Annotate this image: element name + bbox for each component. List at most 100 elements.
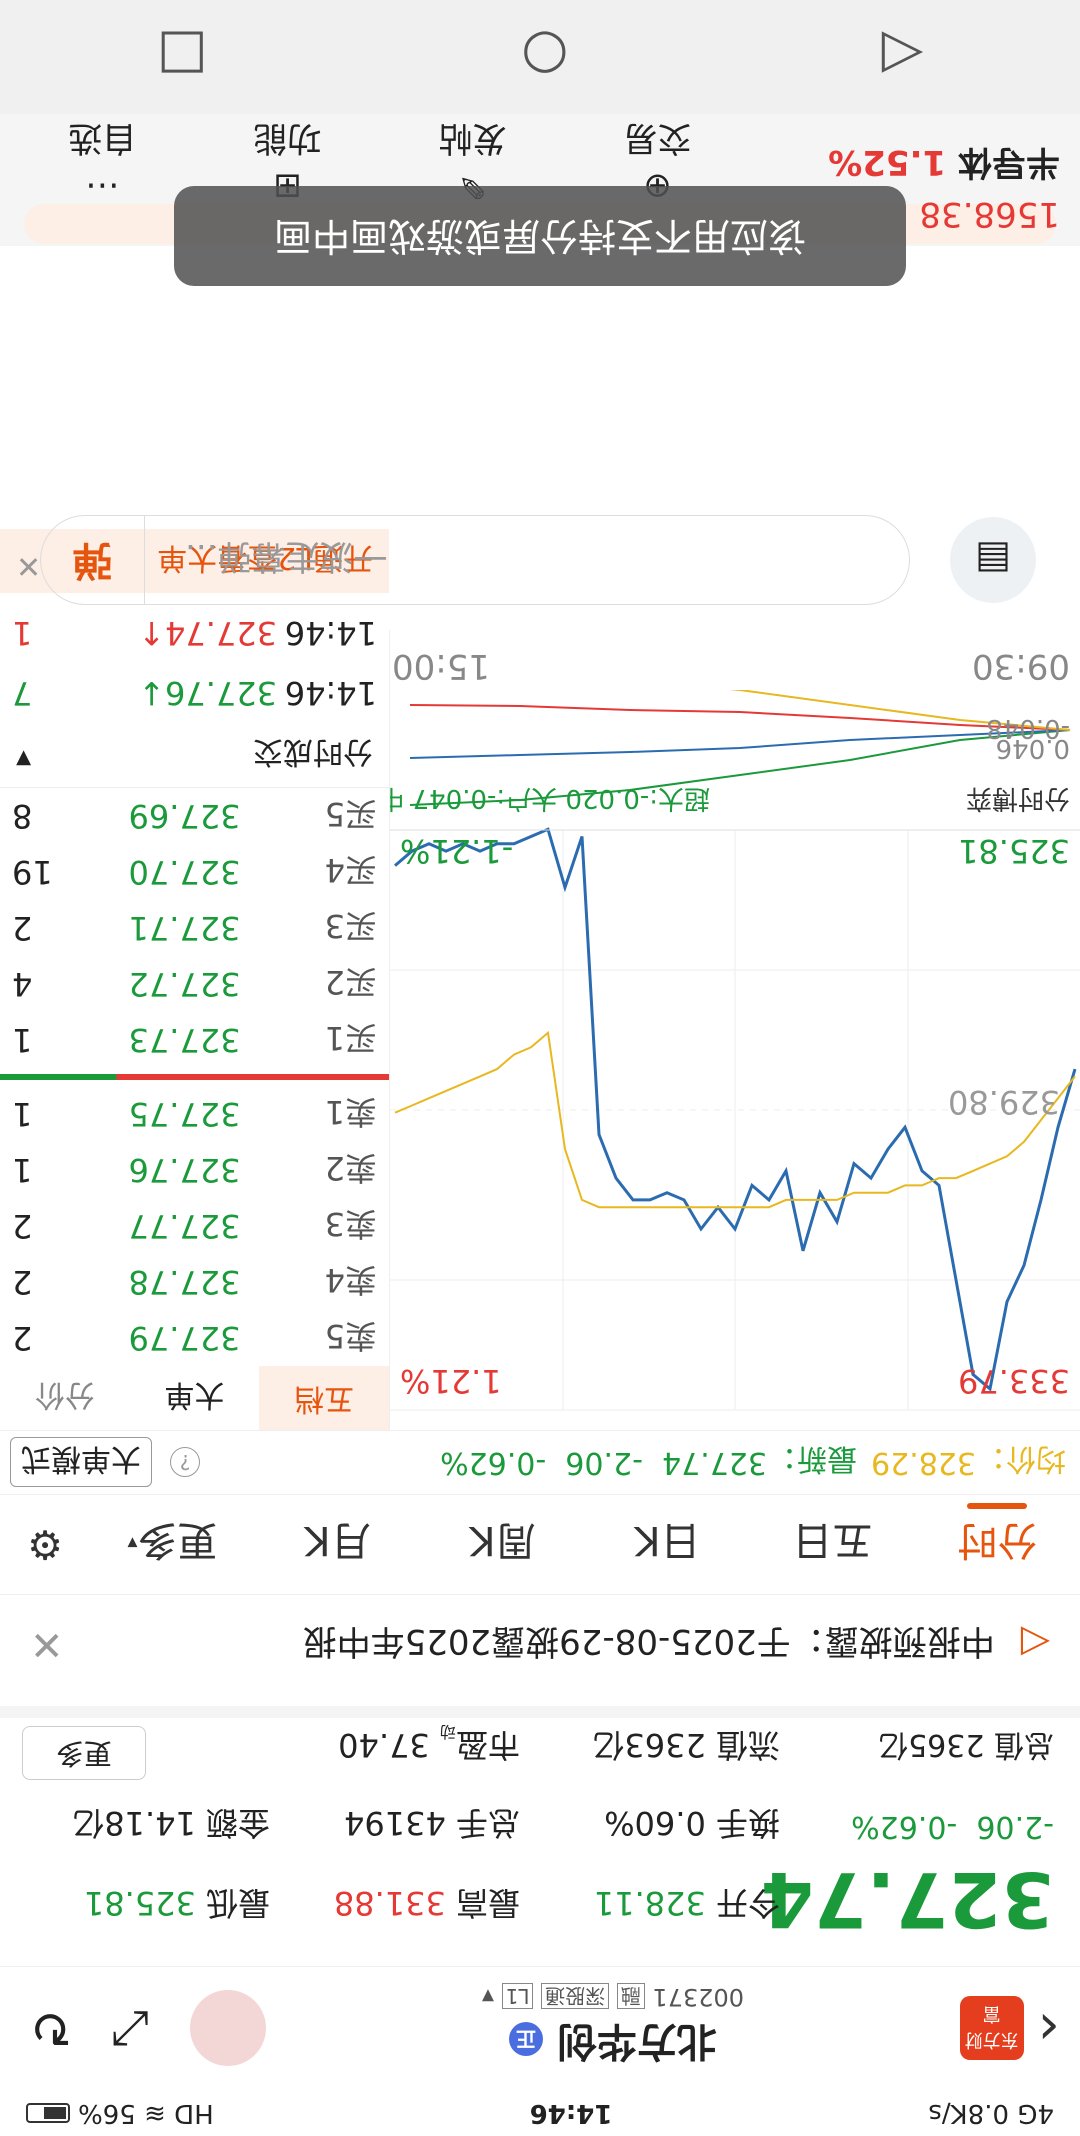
- intraday-chart[interactable]: 333.79 1.21% 325.81 -1.21% 329.80 超大:-0.…: [390, 690, 1080, 1430]
- bid-row-4: 买5 327.69 8: [12, 795, 377, 835]
- tab-big-order[interactable]: 大单: [164, 1377, 225, 1412]
- megaphone-icon: ◁: [1020, 1622, 1050, 1667]
- info-pct: -0.62%: [440, 1445, 547, 1480]
- change-pct: -0.62%: [851, 1809, 958, 1844]
- more-button[interactable]: 更多: [22, 1726, 146, 1780]
- chat-icon[interactable]: ▤: [950, 517, 1036, 603]
- y-bottom-label: 325.81: [958, 832, 1070, 870]
- bid-row-3: 买4 327.70 19: [12, 851, 377, 891]
- tab-five-level[interactable]: 五档: [259, 1366, 389, 1430]
- toast: 该应用不支持分屏或游戏画中画: [174, 186, 906, 286]
- bigorder-button[interactable]: 大单模式: [10, 1437, 152, 1488]
- high-value: 331.88: [333, 1884, 446, 1922]
- trade-label: 交易: [623, 118, 692, 158]
- info-chg: -2.06: [565, 1445, 643, 1480]
- amount-label: 金额: [205, 1804, 270, 1842]
- danmu-toggle[interactable]: 弹: [41, 516, 145, 604]
- open-value: 328.11: [593, 1884, 706, 1922]
- square-recent-icon[interactable]: □: [156, 25, 208, 89]
- low-label: 最低: [205, 1884, 270, 1922]
- gear-icon[interactable]: ⚙: [27, 1521, 63, 1568]
- mktcap-value: 2365亿: [878, 1727, 985, 1762]
- help-icon[interactable]: ?: [170, 1447, 200, 1478]
- info-line: 均价： 328.29 最新： 327.74 -2.06 -0.62% ? 大单模…: [0, 1430, 1080, 1494]
- trades-title[interactable]: 分时成交: [253, 734, 373, 769]
- brand-logo: 东方财富: [959, 1996, 1024, 2061]
- last-price: 327.74: [760, 1855, 1054, 1944]
- low-value: 325.81: [83, 1884, 196, 1922]
- danmu-placeholder: 一波走幕弹...: [185, 536, 388, 577]
- expand-icon[interactable]: ⤢: [111, 2001, 151, 2057]
- post-label: 发帖: [438, 118, 507, 158]
- close-icon[interactable]: ✕: [30, 1621, 64, 1668]
- bid-row-0: 买1 327.73 1: [12, 1019, 377, 1059]
- ask-row-0: 卖5 327.79 2: [12, 1317, 377, 1357]
- tag-0: 融: [616, 1983, 645, 2009]
- caret-down-icon[interactable]: ▾: [481, 1983, 494, 2011]
- series-line-1: [394, 1030, 1076, 1209]
- ask-row-3: 卖2 327.76 1: [12, 1149, 377, 1189]
- pct-top-label: 1.21%: [400, 1362, 502, 1400]
- danmu-input[interactable]: 一波走幕弹... 弹: [40, 515, 910, 605]
- volume-value: 43194: [344, 1804, 446, 1842]
- flow-line-3: [409, 690, 1071, 731]
- clock: 14:46: [529, 2098, 613, 2128]
- float-value: 2363亿: [592, 1726, 706, 1764]
- tab-5day[interactable]: 五日: [792, 1517, 873, 1564]
- tab-more[interactable]: 更多 ▾: [90, 1495, 255, 1594]
- ask-row-4: 卖1 327.75 1: [12, 1093, 377, 1133]
- pe-value: 37.40: [338, 1726, 430, 1764]
- amount-value: 14.18亿: [72, 1804, 196, 1842]
- tab-daily[interactable]: 日K: [634, 1517, 701, 1564]
- high-label: 最高: [455, 1884, 520, 1922]
- latest-label: 最新: [797, 1441, 858, 1477]
- x-end: 15:00: [392, 646, 490, 686]
- float-label: 流值: [715, 1726, 780, 1764]
- refresh-icon[interactable]: ↻: [30, 1999, 72, 2058]
- trade-row-0: 14:46 327.76↓ 7: [12, 674, 377, 712]
- pct-bottom-label: -1.21%: [400, 832, 513, 870]
- triangle-back-icon[interactable]: ◁: [881, 25, 924, 89]
- series-line-0: [394, 827, 1077, 1392]
- latest-value: 327.74: [662, 1445, 768, 1480]
- tab-monthly[interactable]: 月K: [304, 1517, 371, 1564]
- hd-badge: HD: [174, 2098, 214, 2128]
- battery-text: 56%: [78, 2098, 136, 2128]
- stock-code: 002371: [652, 1983, 745, 2011]
- sector-pct: 1.52%: [828, 142, 947, 182]
- change: -2.06: [976, 1809, 1054, 1844]
- pe-sub: 动: [439, 1722, 456, 1742]
- circle-home-icon[interactable]: ○: [521, 25, 569, 89]
- battery-icon: [26, 2103, 70, 2123]
- mktcap-label: 总值: [994, 1727, 1054, 1762]
- ask-row-1: 卖4 327.78 2: [12, 1261, 377, 1301]
- tab-price-dist[interactable]: 分价: [34, 1377, 95, 1412]
- turnover-value: 0.60%: [604, 1804, 706, 1842]
- tag-2: L1: [501, 1983, 534, 2009]
- turnover-label: 换手: [715, 1804, 780, 1842]
- quote-panel: 327.74 -2.06 -0.62% 今开 328.11 最高 331.88 …: [0, 1706, 1080, 1966]
- news-bar[interactable]: ◁ 中报预披露：于2025-08-29披露2025年中报 ✕: [0, 1594, 1080, 1694]
- tab-weekly[interactable]: 周K: [469, 1517, 536, 1564]
- watchlist-label: 自选: [68, 118, 137, 158]
- tab-intraday[interactable]: 分时: [915, 1495, 1080, 1594]
- pe-label: 市盈: [455, 1726, 520, 1764]
- period-tabs: 分时 五日 日K 周K 月K 更多 ▾ ⚙: [0, 1494, 1080, 1594]
- ask-row-2: 卖3 327.77 2: [12, 1205, 377, 1245]
- status-bar: 4G 0.8K/s 14:46 HD ≋ 56%: [0, 2090, 1080, 2136]
- tab-more-label: 更多: [137, 1517, 218, 1564]
- sector-name[interactable]: 半导体: [958, 142, 1060, 182]
- volume-label: 总手: [455, 1804, 520, 1842]
- ai-badge: 正: [508, 2022, 543, 2056]
- robot-avatar[interactable]: [190, 1990, 267, 2067]
- speed: 0.8K/s: [928, 2098, 1010, 2128]
- x-start: 09:30: [972, 646, 1070, 686]
- orderbook: 五档 大单 分价 卖5 327.79 2 卖4 327.78 2 卖3 327.77 2 卖2 32…: [0, 529, 390, 1430]
- chevron-left-icon[interactable]: ‹: [1037, 1996, 1060, 2061]
- avg-label: 均价: [1006, 1441, 1066, 1477]
- watchlist-button[interactable]: ⋯ 自选: [68, 118, 137, 206]
- flow-max: 0.046: [996, 733, 1070, 763]
- y-top-label: 333.79: [958, 1362, 1070, 1400]
- flow-label[interactable]: 分时博弈: [966, 783, 1070, 813]
- stock-name: 北方华创: [556, 2018, 717, 2064]
